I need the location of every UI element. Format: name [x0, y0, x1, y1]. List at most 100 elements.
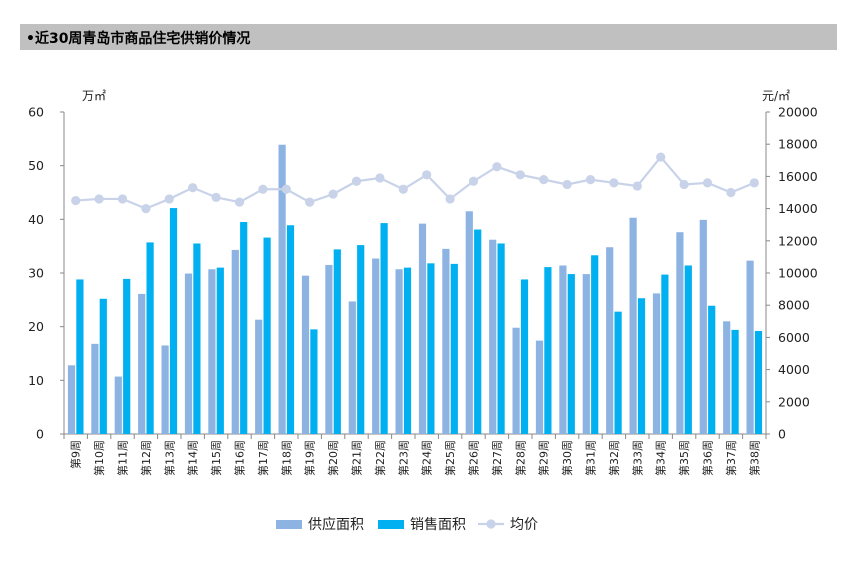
bar-sales-area	[403, 267, 412, 434]
bar-sales-area	[333, 249, 341, 434]
bar-supply-area	[395, 269, 403, 434]
right-tick-label: 10000	[778, 266, 818, 281]
left-tick-label: 20	[28, 319, 44, 334]
bar-supply-area	[746, 260, 754, 434]
x-tick-label: 第29周	[537, 440, 551, 476]
left-tick-label: 30	[28, 266, 44, 281]
bar-sales-area	[263, 237, 271, 434]
bar-supply-area	[114, 376, 122, 434]
right-tick-label: 16000	[778, 169, 818, 184]
point-avg-price	[305, 197, 315, 207]
x-tick-label: 第34周	[654, 440, 668, 476]
legend-marker-price	[486, 519, 496, 529]
bar-sales-area	[123, 278, 131, 434]
bar-supply-area	[418, 223, 427, 434]
x-tick-label: 第11周	[116, 440, 130, 476]
bar-sales-area	[380, 223, 388, 434]
point-avg-price	[632, 181, 642, 191]
point-avg-price	[422, 170, 432, 180]
bar-supply-area	[278, 144, 286, 434]
point-avg-price	[141, 204, 151, 214]
bar-supply-area	[348, 301, 356, 434]
bar-supply-area	[138, 293, 146, 434]
bar-supply-area	[67, 365, 76, 434]
x-tick-label: 第26周	[467, 440, 481, 476]
bar-sales-area	[591, 255, 599, 434]
x-tick-label: 第36周	[701, 440, 715, 476]
bar-supply-area	[465, 211, 473, 434]
x-tick-label: 第9周	[69, 440, 83, 469]
x-tick-label: 第13周	[162, 440, 176, 476]
chart-title-bar: •近30周青岛市商品住宅供销价情况	[20, 24, 837, 50]
bar-supply-area	[161, 345, 169, 434]
bar-sales-area	[520, 279, 529, 434]
bar-supply-area	[606, 247, 614, 434]
point-avg-price	[234, 197, 245, 207]
bar-supply-area	[208, 269, 216, 434]
x-tick-label: 第17周	[256, 440, 270, 476]
bar-supply-area	[231, 249, 239, 434]
right-tick-label: 0	[778, 427, 786, 442]
x-tick-label: 第27周	[490, 440, 504, 476]
x-tick-label: 第21周	[350, 440, 364, 476]
x-tick-label: 第38周	[747, 440, 761, 476]
bar-sales-area	[169, 208, 178, 434]
bar-sales-area	[754, 330, 763, 434]
x-tick-label: 第28周	[513, 440, 527, 476]
bar-sales-area	[567, 274, 575, 434]
x-tick-label: 第16周	[233, 440, 247, 476]
x-tick-label: 第14周	[186, 440, 200, 476]
x-tick-label: 第15周	[209, 440, 223, 476]
point-avg-price	[679, 179, 689, 190]
chart-title: •近30周青岛市商品住宅供销价情况	[26, 31, 251, 47]
x-tick-label: 第23周	[396, 440, 410, 476]
point-avg-price	[515, 170, 525, 180]
x-tick-label: 第25周	[443, 440, 457, 476]
bar-sales-area	[544, 267, 552, 434]
bar-supply-area	[723, 321, 731, 434]
x-tick-label: 第32周	[607, 440, 621, 476]
bar-sales-area	[731, 329, 739, 434]
bar-sales-area	[286, 225, 295, 434]
left-tick-label: 50	[28, 158, 44, 173]
point-avg-price	[281, 184, 291, 194]
point-avg-price	[71, 195, 81, 206]
right-axis-unit: 元/㎡	[762, 89, 790, 103]
bar-supply-area	[699, 219, 707, 434]
x-tick-label: 第37周	[724, 440, 738, 476]
bar-supply-area	[676, 232, 684, 434]
bar-sales-area	[240, 222, 248, 434]
legend-label-supply: 供应面积	[308, 516, 364, 533]
point-avg-price	[351, 176, 362, 186]
bar-sales-area	[637, 298, 646, 434]
x-tick-label: 第31周	[584, 440, 598, 476]
point-avg-price	[117, 194, 128, 204]
bar-sales-area	[661, 274, 669, 434]
bar-supply-area	[442, 248, 450, 434]
point-avg-price	[656, 152, 666, 162]
right-tick-label: 2000	[778, 394, 810, 409]
point-avg-price	[398, 184, 408, 194]
bar-sales-area	[99, 298, 107, 434]
x-tick-label: 第35周	[677, 440, 691, 476]
bar-supply-area	[512, 327, 520, 434]
point-avg-price	[164, 194, 174, 204]
legend-swatch-supply	[276, 520, 302, 529]
bar-supply-area	[582, 274, 590, 434]
point-avg-price	[749, 178, 759, 188]
right-tick-label: 20000	[778, 105, 818, 120]
right-tick-label: 8000	[778, 298, 810, 313]
point-avg-price	[375, 173, 385, 183]
bar-sales-area	[427, 263, 435, 434]
point-avg-price	[609, 178, 619, 188]
bar-supply-area	[559, 265, 567, 434]
point-avg-price	[94, 194, 104, 204]
left-axis-unit: 万㎡	[82, 89, 106, 103]
x-tick-label: 第33周	[630, 440, 644, 476]
bar-supply-area	[301, 275, 310, 434]
bar-supply-area	[184, 273, 193, 434]
bar-supply-area	[489, 239, 497, 434]
bar-sales-area	[684, 265, 692, 434]
legend-label-price: 均价	[510, 517, 538, 533]
